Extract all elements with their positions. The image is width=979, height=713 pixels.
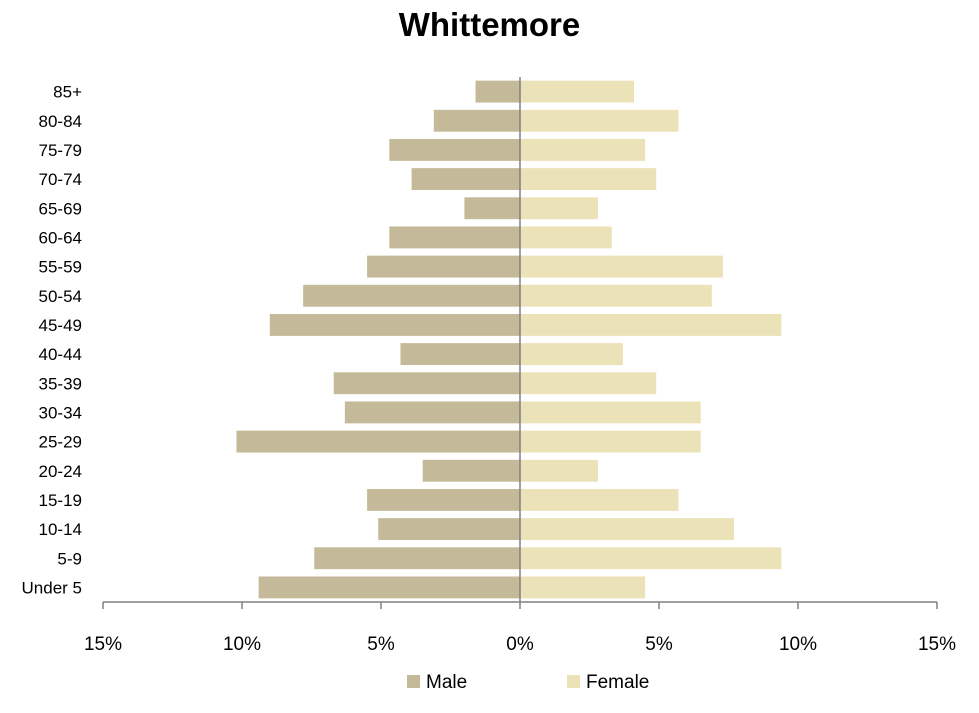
- y-tick-label: 35-39: [39, 374, 82, 393]
- bar-female-70-74: [520, 168, 657, 191]
- y-tick-label: 10-14: [39, 520, 82, 539]
- bar-female-75-79: [520, 138, 646, 161]
- bar-female-55-59: [520, 255, 723, 278]
- y-tick-label: 15-19: [39, 491, 82, 510]
- bar-male-75-79: [389, 138, 520, 161]
- x-tick-label: 10%: [223, 634, 261, 655]
- x-tick-label: 5%: [367, 634, 395, 655]
- legend: Male Female: [407, 672, 649, 693]
- bar-male-70-74: [411, 168, 520, 191]
- bar-male-80-84: [433, 109, 520, 132]
- x-tick-label: 10%: [779, 634, 817, 655]
- bar-female-30-34: [520, 401, 701, 424]
- bar-female-50-54: [520, 284, 712, 307]
- bar-female-80-84: [520, 109, 679, 132]
- y-tick-label: 70-74: [39, 170, 82, 189]
- bar-male-35-39: [333, 372, 520, 395]
- bar-male-60-64: [389, 226, 520, 249]
- y-tick-label: 30-34: [39, 403, 82, 422]
- bars-layer: [236, 80, 782, 599]
- bar-female-35-39: [520, 372, 657, 395]
- y-tick-label: 20-24: [39, 462, 82, 481]
- y-tick-label: 50-54: [39, 287, 82, 306]
- y-tick-label: Under 5: [22, 578, 82, 597]
- x-tick-label: 5%: [645, 634, 673, 655]
- bar-male-15-19: [367, 488, 520, 511]
- y-tick-label: 40-44: [39, 345, 82, 364]
- y-tick-label: 80-84: [39, 112, 82, 131]
- x-axis: 15% 10% 5% 0% 5% 10% 15%: [84, 77, 956, 655]
- y-tick-label: 45-49: [39, 316, 82, 335]
- y-tick-labels: Under 5 5-9 10-14 15-19 20-24 25-29 30-34 35-39…: [22, 83, 83, 598]
- bar-female-5-9: [520, 547, 782, 570]
- bar-male-65-69: [464, 197, 520, 220]
- y-tick-label: 65-69: [39, 199, 82, 218]
- bar-female-10-14: [520, 518, 735, 541]
- bar-male-85+: [475, 80, 520, 103]
- bar-male-under-5: [258, 576, 520, 599]
- bar-male-40-44: [400, 343, 520, 366]
- y-tick-label: 75-79: [39, 141, 82, 160]
- legend-swatch-female: [567, 675, 580, 688]
- y-tick-label: 55-59: [39, 258, 82, 277]
- y-tick-label: 60-64: [39, 228, 82, 247]
- x-tick-label: 15%: [84, 634, 122, 655]
- bar-female-45-49: [520, 313, 782, 336]
- bar-female-60-64: [520, 226, 612, 249]
- y-tick-label: 85+: [53, 83, 82, 102]
- legend-label-male: Male: [426, 672, 467, 693]
- bar-male-25-29: [236, 430, 520, 453]
- bar-male-45-49: [269, 313, 520, 336]
- bar-male-30-34: [344, 401, 520, 424]
- bar-female-65-69: [520, 197, 598, 220]
- bar-female-15-19: [520, 488, 679, 511]
- bar-male-10-14: [378, 518, 520, 541]
- x-tick-label: 15%: [918, 634, 956, 655]
- bar-male-50-54: [303, 284, 520, 307]
- bar-female-under-5: [520, 576, 646, 599]
- y-tick-label: 25-29: [39, 433, 82, 452]
- chart-title: Whittemore: [399, 6, 581, 43]
- legend-label-female: Female: [586, 672, 649, 693]
- x-tick-label: 0%: [506, 634, 534, 655]
- bar-female-40-44: [520, 343, 623, 366]
- bar-male-55-59: [367, 255, 520, 278]
- legend-swatch-male: [407, 675, 420, 688]
- bar-female-20-24: [520, 459, 598, 482]
- bar-male-20-24: [422, 459, 520, 482]
- y-tick-label: 5-9: [57, 549, 82, 568]
- bar-male-5-9: [314, 547, 520, 570]
- bar-female-25-29: [520, 430, 701, 453]
- bar-female-85+: [520, 80, 634, 103]
